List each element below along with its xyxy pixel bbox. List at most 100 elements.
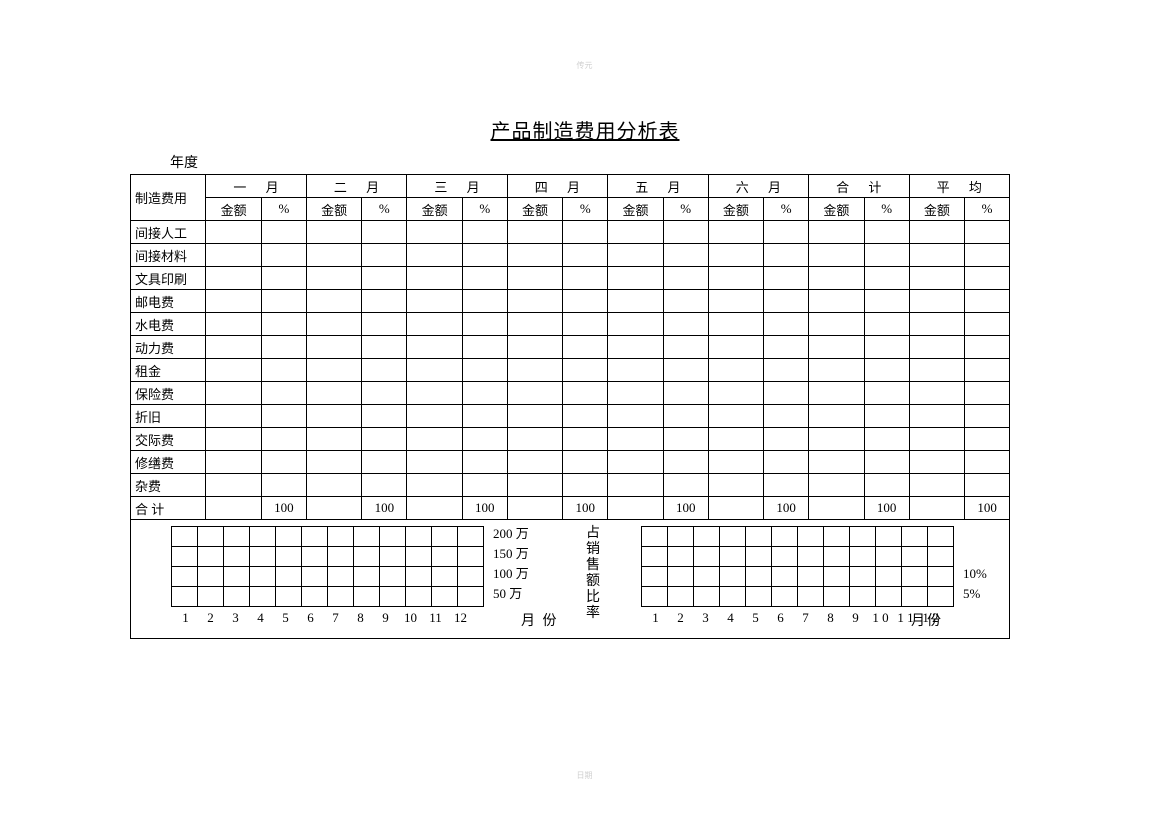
cell-total-amount [909,497,965,520]
xtick: 7 [793,610,818,626]
cell [262,290,307,313]
cell [507,221,563,244]
cell [708,221,764,244]
cell [663,244,708,267]
chart-right-yticks: 10%5% [963,564,987,604]
cell [708,336,764,359]
cell [708,405,764,428]
chart-right-xtitle: 月份 [911,610,943,630]
vchar: 占 [585,526,601,542]
cell [909,336,965,359]
subheader-amount: 金额 [407,198,463,221]
cell [708,359,764,382]
subheader-percent: % [262,198,307,221]
row-label: 文具印刷 [131,267,206,290]
cell [708,313,764,336]
page-title: 产品制造费用分析表 [130,115,1040,144]
cell [965,451,1010,474]
cell [306,474,362,497]
cell [462,267,507,290]
cell [362,267,407,290]
cell [262,451,307,474]
xtick: 7 [323,610,348,626]
cell-total-amount [206,497,262,520]
xtick: 3 [223,610,248,626]
xtick: 4 [248,610,273,626]
cell [507,359,563,382]
cell [306,428,362,451]
cell [663,474,708,497]
cell [809,336,865,359]
cell-total-percent: 100 [262,497,307,520]
col-header-month: 六 月 [708,175,808,198]
cell [507,405,563,428]
cell [206,221,262,244]
cell [563,313,608,336]
cell [608,221,664,244]
subheader-percent: % [663,198,708,221]
xtick: 10 [398,610,423,626]
cell [407,290,463,313]
ytick: 100 万 [493,564,529,584]
cell [407,267,463,290]
xtick: 11 [423,610,448,626]
subheader-amount: 金额 [608,198,664,221]
cell [965,267,1010,290]
chart-right-xticks: 1234567891 01 11 2 [643,610,943,626]
cell [262,336,307,359]
cell [306,244,362,267]
cell [663,290,708,313]
cell [965,382,1010,405]
cell [864,244,909,267]
cell [909,267,965,290]
row-label: 水电费 [131,313,206,336]
cell [306,451,362,474]
cell [306,359,362,382]
subheader-percent: % [462,198,507,221]
cell [206,313,262,336]
ytick: 10% [963,564,987,584]
xtick: 3 [693,610,718,626]
cell [306,221,362,244]
cell [262,221,307,244]
table-row: 间接人工 [131,221,1010,244]
cell [563,428,608,451]
cell [764,405,809,428]
cell [362,405,407,428]
table-row: 动力费 [131,336,1010,359]
cell [809,405,865,428]
cell [462,428,507,451]
cell [462,290,507,313]
cell-total-amount [809,497,865,520]
xtick: 12 [448,610,473,626]
cell [206,244,262,267]
cell [563,221,608,244]
table-body: 间接人工间接材料文具印刷邮电费水电费动力费租金保险费折旧交际费修缮费杂费合 计1… [131,221,1010,520]
cell-total-percent: 100 [764,497,809,520]
xtick: 9 [373,610,398,626]
cell [864,221,909,244]
ytick: 150 万 [493,544,529,564]
cell [864,405,909,428]
row-label: 修缮费 [131,451,206,474]
xtick: 2 [668,610,693,626]
cell [306,313,362,336]
cell [362,221,407,244]
cell [362,290,407,313]
xtick: 1 0 [868,610,893,626]
cell [362,382,407,405]
cell [507,336,563,359]
xtick: 6 [298,610,323,626]
cell [809,221,865,244]
cell [262,313,307,336]
cell [462,313,507,336]
xtick: 6 [768,610,793,626]
subheader-amount: 金额 [306,198,362,221]
cell [764,359,809,382]
cell [864,267,909,290]
row-label: 保险费 [131,382,206,405]
vchar: 额 [585,574,601,590]
cell [708,428,764,451]
row-label: 间接人工 [131,221,206,244]
subheader-percent: % [362,198,407,221]
